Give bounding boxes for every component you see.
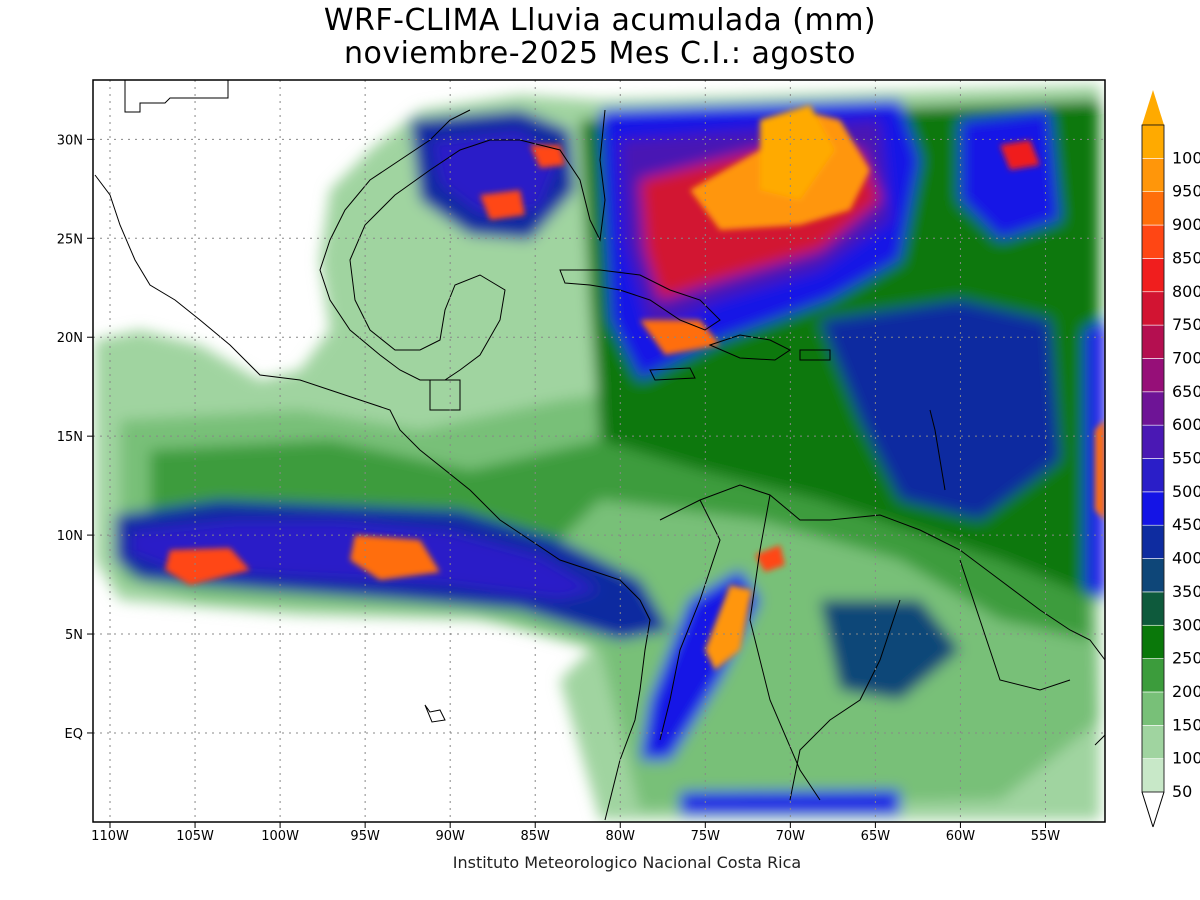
legend-swatch	[1141, 291, 1165, 326]
legend-label: 550	[1172, 449, 1200, 468]
legend-swatch	[1141, 124, 1165, 159]
map-axes: 110W 105W 100W 95W 90W 85W 80W 75W 70W 65W 60W 55W 3…	[57, 133, 1061, 844]
lat-tick-label: 15N	[57, 430, 83, 445]
lon-tick-label: 70W	[776, 829, 806, 844]
lon-tick-label: 100W	[261, 829, 299, 844]
legend-label: 800	[1172, 282, 1200, 301]
legend-swatch	[1141, 224, 1165, 259]
legend-frame	[1141, 124, 1165, 793]
legend-swatch	[1141, 624, 1165, 659]
legend-label: 100	[1172, 749, 1200, 768]
legend-label: 950	[1172, 182, 1200, 201]
lon-tick-label: 110W	[91, 829, 129, 844]
color-legend: 50 100 150 200 250 300 350 400 450 500 550 600 650 70…	[1141, 90, 1200, 828]
legend-swatch	[1141, 691, 1165, 726]
legend-label: 450	[1172, 515, 1200, 534]
lon-tick-label: 60W	[946, 829, 976, 844]
legend-swatch	[1141, 491, 1165, 526]
legend-swatch	[1141, 591, 1165, 626]
legend-label: 750	[1172, 315, 1200, 334]
legend-swatch	[1141, 358, 1165, 393]
legend-label: 600	[1172, 415, 1200, 434]
lon-tick-label: 85W	[521, 829, 551, 844]
lon-tick-label: 55W	[1031, 829, 1061, 844]
lon-tick-label: 80W	[606, 829, 636, 844]
legend-label: 650	[1172, 382, 1200, 401]
lon-tick-label: 90W	[435, 829, 465, 844]
lat-tick-label: 25N	[57, 232, 83, 247]
legend-swatch	[1141, 424, 1165, 459]
lon-tick-label: 65W	[861, 829, 891, 844]
lat-tick-label: 20N	[57, 331, 83, 346]
lat-tick-label: EQ	[65, 727, 83, 742]
lat-tick-label: 30N	[57, 133, 83, 148]
lat-tick-label: 10N	[57, 529, 83, 544]
legend-swatch	[1141, 391, 1165, 426]
legend-top-arrow	[1142, 90, 1164, 125]
legend-label: 500	[1172, 482, 1200, 501]
legend-swatch	[1141, 458, 1165, 493]
legend-swatch	[1141, 558, 1165, 593]
legend-label: 50	[1172, 782, 1192, 801]
graticule	[93, 80, 1105, 822]
lon-tick-label: 95W	[350, 829, 380, 844]
legend-label: 300	[1172, 615, 1200, 634]
legend-label: 250	[1172, 649, 1200, 668]
legend-label: 200	[1172, 682, 1200, 701]
legend-swatch	[1141, 258, 1165, 293]
legend-label: 150	[1172, 715, 1200, 734]
legend-swatch	[1141, 191, 1165, 226]
legend-label: 850	[1172, 248, 1200, 267]
legend-label: 350	[1172, 582, 1200, 601]
map-title-line1: WRF-CLIMA Lluvia acumulada (mm)	[323, 3, 877, 38]
rainfall-field	[95, 85, 1105, 820]
legend-swatch	[1141, 724, 1165, 759]
legend-label: 1000	[1172, 148, 1200, 167]
lon-tick-label: 105W	[176, 829, 214, 844]
legend-label: 400	[1172, 549, 1200, 568]
map-title-line2: noviembre-2025 Mes C.I.: agosto	[343, 36, 857, 71]
legend-swatch	[1141, 758, 1165, 793]
credit-text: Instituto Meteorologico Nacional Costa R…	[452, 853, 802, 872]
legend-swatch	[1141, 658, 1165, 693]
legend-swatch	[1141, 158, 1165, 193]
legend-swatch	[1141, 324, 1165, 359]
lon-tick-label: 75W	[691, 829, 721, 844]
map-frame	[92, 79, 1106, 823]
legend-swatch	[1141, 524, 1165, 559]
legend-label: 900	[1172, 215, 1200, 234]
legend-bottom-arrow	[1141, 791, 1165, 828]
legend-label: 700	[1172, 348, 1200, 367]
lat-tick-label: 5N	[65, 628, 83, 643]
